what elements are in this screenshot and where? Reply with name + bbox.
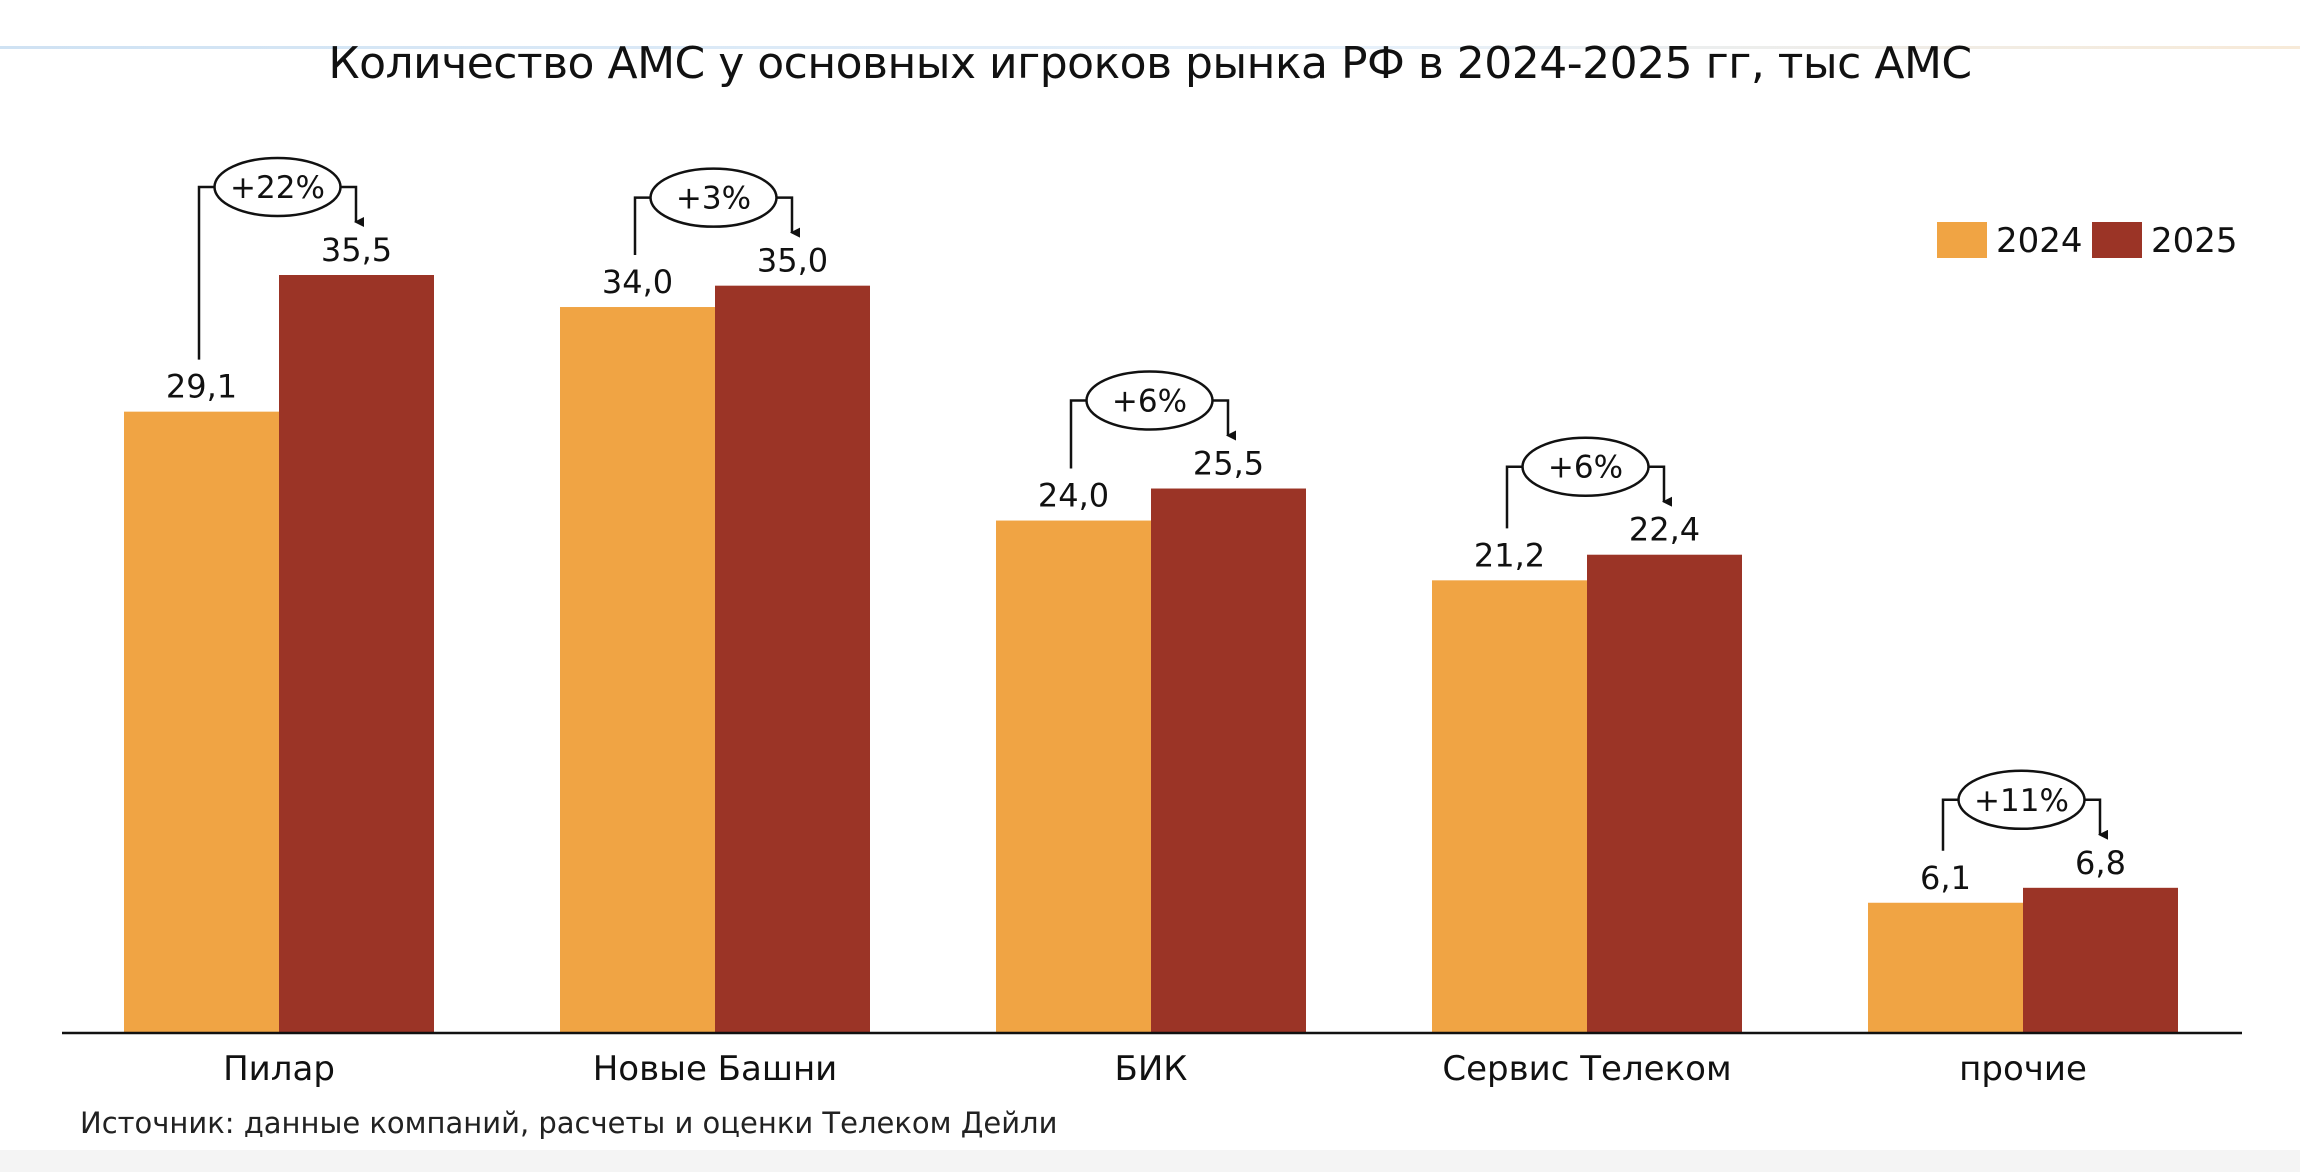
growth-oval-0 (213, 156, 342, 218)
bar-2025-4 (2023, 887, 2178, 1033)
bottom-band (0, 1150, 2300, 1172)
bar-2024-4 (1868, 902, 2023, 1033)
bar-2025-0 (279, 275, 434, 1033)
growth-bracket-left-3 (1505, 465, 1523, 529)
bar-2024-1 (560, 307, 715, 1033)
growth-label-2: +6% (1112, 384, 1187, 420)
category-label-1: Новые Башни (593, 1049, 838, 1089)
legend-swatch-2024 (1937, 222, 1987, 258)
bar-2024-3 (1432, 580, 1587, 1033)
top-rule (0, 46, 2300, 49)
value-label-2025-2: 25,5 (1193, 445, 1264, 483)
category-label-2: БИК (1115, 1049, 1188, 1089)
value-label-2024-0: 29,1 (166, 368, 237, 406)
bar-2025-3 (1587, 554, 1742, 1033)
growth-label-3: +6% (1548, 450, 1623, 486)
legend-label-2024: 2024 (1996, 221, 2083, 261)
growth-label-1: +3% (676, 181, 751, 217)
legend-label-2025: 2025 (2151, 221, 2238, 261)
growth-bracket-right-3 (1648, 465, 1672, 507)
value-label-2025-4: 6,8 (2075, 844, 2126, 882)
bar-2025-1 (715, 285, 870, 1034)
growth-bracket-left-2 (1069, 399, 1087, 469)
value-label-2024-2: 24,0 (1038, 477, 1109, 515)
category-label-0: Пилар (223, 1049, 335, 1089)
growth-bracket-left-4 (1941, 798, 1959, 851)
bar-2024-2 (996, 520, 1151, 1033)
growth-bracket-right-1 (776, 196, 800, 238)
bar-2024-0 (124, 411, 279, 1033)
growth-bracket-left-1 (633, 196, 651, 256)
value-label-2024-3: 21,2 (1474, 536, 1545, 574)
growth-oval-3 (1521, 436, 1650, 497)
growth-oval-2 (1085, 370, 1214, 431)
value-label-2024-1: 34,0 (602, 263, 673, 301)
growth-bracket-right-2 (1212, 399, 1236, 441)
bar-2025-2 (1151, 488, 1306, 1033)
value-label-2025-3: 22,4 (1629, 511, 1700, 549)
growth-bracket-left-0 (197, 185, 215, 360)
legend-swatch-2025 (2092, 222, 2142, 258)
value-label-2024-4: 6,1 (1920, 859, 1971, 897)
growth-bracket-right-4 (2084, 798, 2108, 840)
growth-label-0: +22% (230, 170, 325, 206)
growth-oval-1 (649, 167, 778, 228)
source-note: Источник: данные компаний, расчеты и оце… (80, 1106, 1058, 1140)
growth-bracket-right-0 (340, 185, 364, 227)
value-label-2025-0: 35,5 (321, 231, 392, 269)
growth-label-4: +11% (1974, 783, 2069, 819)
chart-title: Количество АМС у основных игроков рынка … (328, 38, 1972, 89)
growth-oval-4 (1957, 769, 2086, 831)
value-label-2025-1: 35,0 (757, 242, 828, 280)
category-label-4: прочие (1959, 1049, 2087, 1089)
category-label-3: Сервис Телеком (1442, 1049, 1731, 1089)
